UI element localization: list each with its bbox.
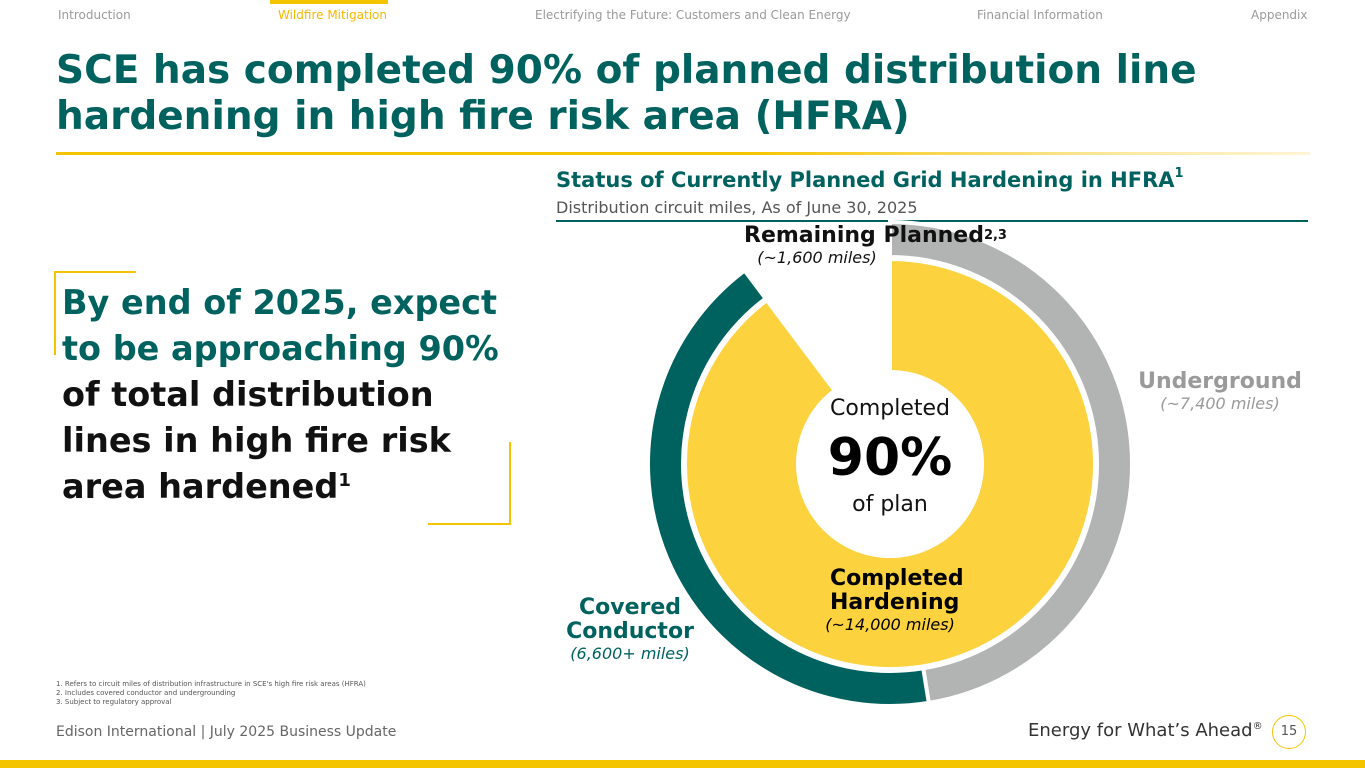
center-label-of-plan: of plan bbox=[852, 492, 928, 517]
nav-appendix[interactable]: Appendix bbox=[1251, 8, 1308, 22]
key-message-callout: By end of 2025, expect to be approaching… bbox=[62, 280, 512, 510]
label-underground: Underground (~7,400 miles) bbox=[1130, 370, 1310, 414]
label-covered-conductor-name: Covered Conductor bbox=[566, 595, 694, 644]
label-completed-hardening: Completed Hardening (~14,000 miles) bbox=[786, 567, 994, 635]
label-underground-miles: (~7,400 miles) bbox=[1160, 394, 1280, 413]
label-underground-name: Underground bbox=[1138, 369, 1302, 394]
callout-text: of total distribution lines in high fire… bbox=[62, 375, 451, 506]
active-section-indicator bbox=[270, 0, 388, 4]
bracket-bottom-vertical bbox=[509, 442, 511, 525]
footnote-1: 1. Refers to circuit miles of distributi… bbox=[56, 680, 366, 688]
center-label-completed: Completed bbox=[830, 396, 950, 421]
center-percentage: 90% bbox=[827, 428, 953, 488]
nav-electrifying-the-future[interactable]: Electrifying the Future: Customers and C… bbox=[535, 8, 851, 22]
registered-mark: ® bbox=[1252, 721, 1263, 732]
label-remaining-planned-name: Remaining Planned bbox=[744, 223, 984, 248]
footer-source: Edison International | July 2025 Busines… bbox=[56, 724, 397, 740]
footnotes: 1. Refers to circuit miles of distributi… bbox=[56, 680, 366, 707]
chart-title-footnote: 1 bbox=[1174, 166, 1184, 181]
label-completed-hardening-name: Completed Hardening bbox=[830, 566, 964, 615]
title-divider bbox=[56, 152, 1310, 155]
bottom-accent-bar bbox=[0, 760, 1365, 768]
label-remaining-planned-miles: (~1,600 miles) bbox=[757, 248, 877, 267]
label-covered-conductor-miles: (6,600+ miles) bbox=[570, 644, 690, 663]
chart-subtitle: Distribution circuit miles, As of June 3… bbox=[556, 198, 918, 217]
chart-title: Status of Currently Planned Grid Hardeni… bbox=[556, 166, 1184, 192]
nav-wildfire-mitigation[interactable]: Wildfire Mitigation bbox=[278, 8, 387, 22]
label-remaining-planned: Remaining Planned2,3 (~1,600 miles) bbox=[744, 224, 1007, 268]
callout-footnote-ref: 1 bbox=[338, 470, 351, 491]
footnote-3: 3. Subject to regulatory approval bbox=[56, 698, 172, 706]
page-number: 15 bbox=[1272, 715, 1306, 749]
bracket-top-horizontal bbox=[54, 271, 136, 273]
footer-tagline-text: Energy for What’s Ahead bbox=[1028, 720, 1253, 741]
callout-highlight: By end of 2025, expect to be approaching… bbox=[62, 283, 499, 368]
label-remaining-planned-footnote: 2,3 bbox=[983, 228, 1007, 243]
label-covered-conductor: Covered Conductor (6,600+ miles) bbox=[554, 596, 706, 664]
center-hole bbox=[796, 370, 984, 558]
bracket-top-vertical bbox=[54, 271, 56, 355]
chart-header-divider bbox=[556, 220, 1308, 222]
nav-introduction[interactable]: Introduction bbox=[58, 8, 131, 22]
label-completed-hardening-miles: (~14,000 miles) bbox=[825, 615, 955, 634]
footnote-2: 2. Includes covered conductor and underg… bbox=[56, 689, 236, 697]
chart-title-text: Status of Currently Planned Grid Hardeni… bbox=[556, 168, 1175, 192]
page-title: SCE has completed 90% of planned distrib… bbox=[56, 48, 1197, 139]
footer-tagline: Energy for What’s Ahead® bbox=[1028, 720, 1263, 741]
bracket-bottom-horizontal bbox=[428, 523, 511, 525]
nav-financial-information[interactable]: Financial Information bbox=[977, 8, 1103, 22]
